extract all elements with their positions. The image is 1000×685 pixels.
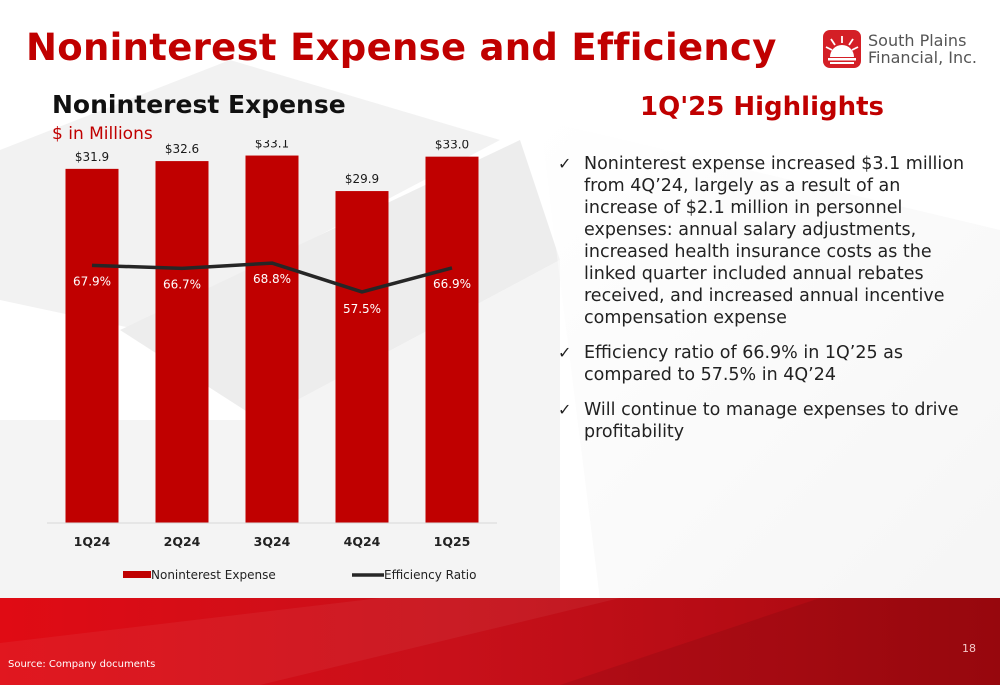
x-tick-label: 4Q24 <box>344 534 381 549</box>
expense-efficiency-chart: $31.9 $32.6 $33.1 $29.9 $33.0 67.9% 66.7% 68.8%… <box>47 140 497 582</box>
efficiency-label: 66.9% <box>433 277 471 291</box>
logo-text: South Plains Financial, Inc. <box>868 32 977 66</box>
efficiency-label: 57.5% <box>343 302 381 316</box>
highlights-title: 1Q'25 Highlights <box>640 92 885 122</box>
expense-bar <box>335 191 389 524</box>
efficiency-label: 66.7% <box>163 277 201 291</box>
x-tick-label: 1Q24 <box>74 534 111 549</box>
efficiency-label: 68.8% <box>253 272 291 286</box>
company-logo: South Plains Financial, Inc. <box>822 30 992 70</box>
highlight-item: ✓ Noninterest expense increased $3.1 mil… <box>558 153 978 329</box>
expense-bar-label: $33.1 <box>255 140 289 151</box>
footer-band <box>0 598 1000 685</box>
expense-bar <box>65 168 119 523</box>
checkmark-icon: ✓ <box>558 154 572 173</box>
x-tick-label: 2Q24 <box>164 534 201 549</box>
expense-bar-label: $29.9 <box>345 172 379 186</box>
legend-bar-swatch <box>123 571 151 578</box>
expense-bar <box>155 161 209 523</box>
source-note: Source: Company documents <box>8 659 156 670</box>
highlights-list: ✓ Noninterest expense increased $3.1 mil… <box>558 153 978 456</box>
expense-bar <box>245 155 299 523</box>
checkmark-icon: ✓ <box>558 400 572 419</box>
logo-sun-icon <box>823 30 861 68</box>
page-number: 18 <box>962 642 976 655</box>
highlight-item: ✓ Will continue to manage expenses to dr… <box>558 399 978 443</box>
slide-title: Noninterest Expense and Efficiency <box>26 26 777 69</box>
checkmark-icon: ✓ <box>558 343 572 362</box>
x-tick-label: 1Q25 <box>434 534 471 549</box>
expense-bar <box>425 156 479 524</box>
chart-subtitle: $ in Millions <box>52 124 153 144</box>
efficiency-label: 67.9% <box>73 274 111 288</box>
logo-line-1: South Plains <box>868 31 967 50</box>
legend-bar-label: Noninterest Expense <box>151 568 276 582</box>
highlight-text: Efficiency ratio of 66.9% in 1Q’25 as co… <box>584 343 904 385</box>
legend-line-label: Efficiency Ratio <box>384 568 476 582</box>
highlight-item: ✓ Efficiency ratio of 66.9% in 1Q’25 as … <box>558 342 978 386</box>
logo-line-2: Financial, Inc. <box>868 48 977 67</box>
expense-bar-label: $31.9 <box>75 150 109 164</box>
highlight-text: Noninterest expense increased $3.1 milli… <box>584 154 965 328</box>
highlight-text: Will continue to manage expenses to driv… <box>584 400 959 442</box>
x-tick-label: 3Q24 <box>254 534 291 549</box>
chart-title: Noninterest Expense <box>52 90 346 119</box>
expense-bar-label: $32.6 <box>165 142 199 156</box>
expense-bar-label: $33.0 <box>435 140 469 152</box>
